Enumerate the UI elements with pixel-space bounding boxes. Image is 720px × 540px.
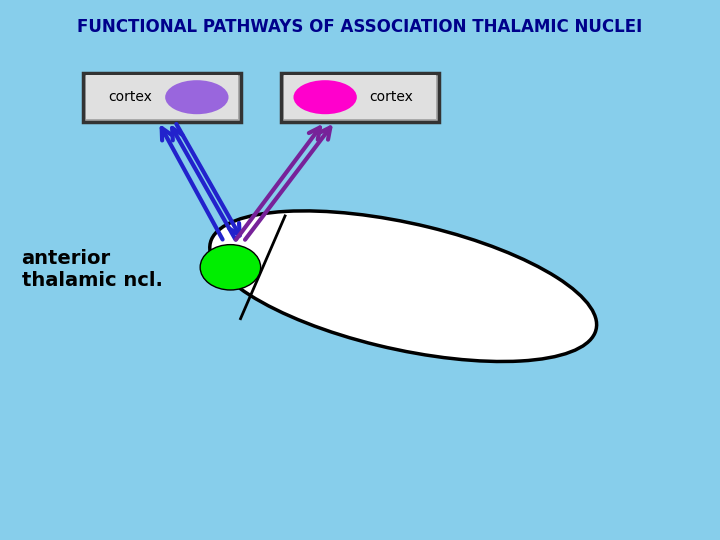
Text: anterior
thalamic ncl.: anterior thalamic ncl. bbox=[22, 249, 163, 291]
Bar bbox=[281, 73, 439, 122]
Text: cortex: cortex bbox=[370, 90, 413, 104]
Bar bbox=[284, 75, 436, 119]
Ellipse shape bbox=[210, 211, 597, 361]
Bar bbox=[86, 75, 238, 119]
Bar bbox=[83, 73, 241, 122]
Text: FUNCTIONAL PATHWAYS OF ASSOCIATION THALAMIC NUCLEI: FUNCTIONAL PATHWAYS OF ASSOCIATION THALA… bbox=[77, 18, 643, 36]
Ellipse shape bbox=[165, 80, 228, 114]
Ellipse shape bbox=[200, 245, 261, 290]
Ellipse shape bbox=[294, 80, 357, 114]
Text: cortex: cortex bbox=[109, 90, 152, 104]
